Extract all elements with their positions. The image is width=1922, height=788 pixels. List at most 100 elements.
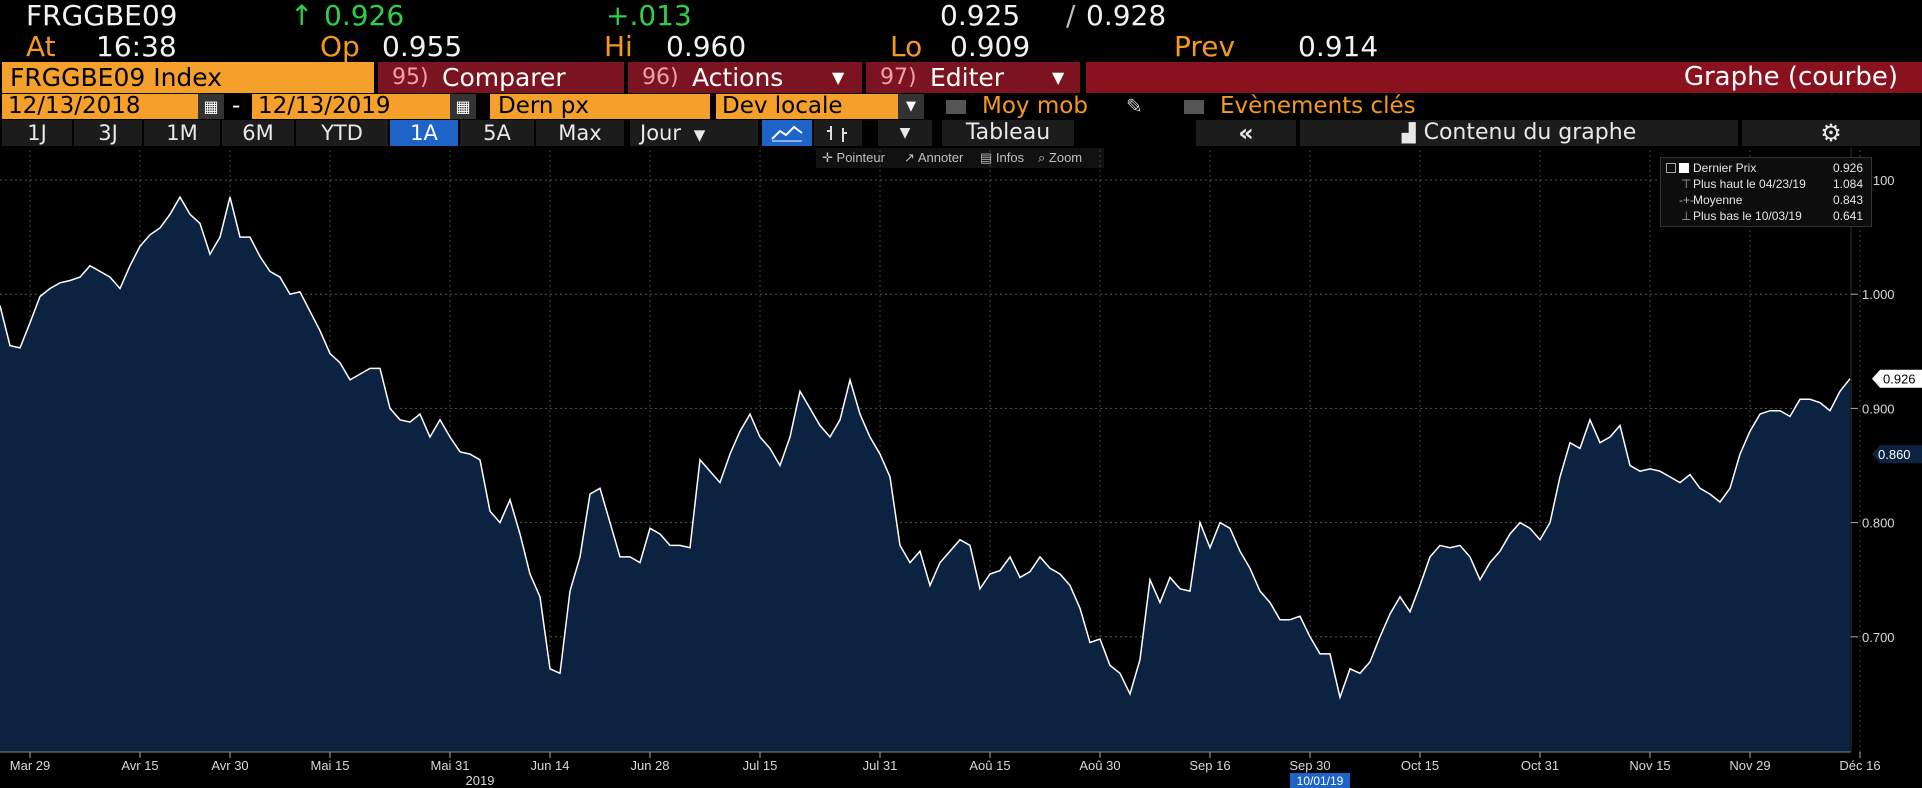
bid-price: 0.925 — [940, 0, 1021, 32]
net-change: +.013 — [606, 0, 692, 32]
zoom-tool[interactable]: ⌕ Zoom — [1032, 148, 1104, 168]
bar-chart-icon[interactable] — [814, 120, 862, 146]
average-marker-icon: -+- — [1679, 193, 1694, 207]
info-icon: ▤ — [980, 150, 993, 165]
x-tick-label: Avr 15 — [121, 758, 158, 773]
chart-content-label: Contenu du graphe — [1423, 120, 1637, 145]
range-3j[interactable]: 3J — [74, 120, 142, 146]
gear-icon[interactable]: ⚙ — [1742, 120, 1920, 146]
range-max[interactable]: Max — [536, 120, 624, 146]
price-area-fill — [0, 197, 1850, 753]
key-events-checkbox[interactable] — [1184, 100, 1204, 114]
last-price: 0.926 — [324, 0, 405, 32]
legend-swatch-icon — [1679, 163, 1689, 173]
zoom-icon: ⌕ — [1038, 150, 1046, 165]
low-value: 0.909 — [950, 30, 1031, 63]
high-value: 0.960 — [666, 30, 747, 63]
chevron-down-icon: ▼ — [832, 68, 845, 87]
range-1j[interactable]: 1J — [2, 120, 72, 146]
field-label: Dern px — [498, 93, 590, 119]
x-tick-label: Sep 16 — [1189, 758, 1230, 773]
line-chart-icon[interactable] — [762, 120, 812, 146]
chart-legend: Dernier Prix 0.926 ⊤ Plus haut le 04/23/… — [1660, 157, 1872, 227]
last-price-marker-label: 0.926 — [1883, 372, 1916, 387]
end-date-field[interactable]: 12/13/2019 — [252, 94, 450, 119]
ticker: FRGGBE09 — [26, 0, 178, 32]
moving-average-checkbox[interactable] — [946, 100, 966, 114]
pointer-label: Pointeur — [836, 150, 885, 165]
security-name: FRGGBE09 Index — [10, 63, 223, 92]
chart-type-selector[interactable]: Graphe (courbe) — [1086, 62, 1922, 93]
up-arrow-icon: ↑ — [290, 0, 314, 32]
high-label: Hi — [604, 30, 633, 63]
collapse-icon[interactable] — [1666, 163, 1676, 173]
last-price-marker — [1872, 369, 1922, 388]
annotate-tool[interactable]: ↗ Annoter — [898, 148, 982, 168]
x-tick-label: Aoû 30 — [1079, 758, 1120, 773]
info-tool[interactable]: ▤ Infos — [974, 148, 1040, 168]
edit-button[interactable]: 97) Editer ▼ — [866, 62, 1080, 93]
currency-selector[interactable]: Dev locale — [716, 94, 898, 119]
security-field[interactable]: FRGGBE09 Index — [2, 62, 374, 93]
x-tick-label: Nov 29 — [1729, 758, 1770, 773]
annotate-label: Annoter — [917, 150, 964, 165]
prev-value: 0.914 — [1298, 30, 1379, 63]
legend-value: 0.641 — [1832, 209, 1863, 223]
collapse-icon[interactable]: « — [1196, 120, 1296, 146]
x-tick-label: Oct 15 — [1401, 758, 1439, 773]
x-tick-label: Jun 28 — [630, 758, 669, 773]
y-tick-label: 0.700 — [1862, 630, 1895, 645]
open-value: 0.955 — [382, 30, 463, 63]
cursor-date-label: 10/01/19 — [1297, 774, 1344, 788]
calendar-icon[interactable]: ▦ — [450, 94, 476, 119]
pencil-icon[interactable]: ✎ — [1126, 94, 1143, 118]
x-tick-label: Aoû 15 — [969, 758, 1010, 773]
quote-header-row-1: FRGGBE09 ↑ 0.926 +.013 0.925 / 0.928 — [0, 0, 1922, 31]
chart-content-button[interactable]: ▟ Contenu du graphe — [1300, 120, 1738, 146]
compare-button[interactable]: 95) Comparer — [378, 62, 624, 93]
chevron-down-icon[interactable]: ▼ — [898, 94, 924, 119]
price-line — [0, 195, 1851, 700]
legend-name: Plus haut le 04/23/19 — [1693, 177, 1806, 191]
range-5a[interactable]: 5A — [460, 120, 534, 146]
actions-button[interactable]: 96) Actions ▼ — [628, 62, 862, 93]
actions-number: 96) — [642, 65, 679, 90]
low-marker-icon: ⊥ — [1681, 209, 1692, 223]
range-1m[interactable]: 1M — [144, 120, 220, 146]
range-row: 1J 3J 1M 6M YTD 1A 5A Max Jour ▼ ▼ Table… — [0, 120, 1922, 146]
compare-label: Comparer — [442, 63, 566, 92]
legend-name: Plus bas le 10/03/19 — [1693, 209, 1802, 223]
chart-gridlines — [0, 150, 1861, 752]
chevron-down-icon: ▼ — [1052, 68, 1065, 87]
range-1a[interactable]: 1A — [390, 120, 458, 146]
pointer-icon: ✛ — [822, 150, 833, 165]
cursor-date-box — [1290, 773, 1350, 788]
key-events-label: Evènements clés — [1220, 93, 1416, 119]
currency-label: Dev locale — [722, 93, 843, 119]
range-ytd[interactable]: YTD — [296, 120, 388, 146]
legend-value: 1.084 — [1832, 177, 1863, 191]
x-axis: Mar 29 Avr 15 Avr 30 Mai 15 Mai 31 Jun 14 Jun … — [10, 752, 1881, 788]
x-tick-label: Oct 31 — [1521, 758, 1559, 773]
y-tick-label: 1.000 — [1862, 287, 1895, 302]
x-tick-label: Mai 31 — [430, 758, 469, 773]
quote-header-row-2: At 16:38 Op 0.955 Hi 0.960 Lo 0.909 Prev… — [0, 31, 1922, 62]
calendar-icon[interactable]: ▦ — [198, 94, 224, 119]
open-label: Op — [320, 30, 360, 63]
chart-content-icon: ▟ — [1401, 123, 1416, 144]
range-6m[interactable]: 6M — [222, 120, 294, 146]
legend-row-last: Dernier Prix 0.926 — [1661, 160, 1871, 176]
moving-average-label: Moy mob — [982, 93, 1088, 119]
pointer-tool[interactable]: ✛ Pointeur — [816, 148, 906, 168]
x-tick-label: Mai 15 — [310, 758, 349, 773]
legend-name: Dernier Prix — [1693, 161, 1757, 175]
period-selector[interactable]: Jour ▼ — [630, 120, 758, 146]
actions-label: Actions — [692, 63, 784, 92]
chevron-down-icon[interactable]: ▼ — [878, 120, 932, 146]
field-selector[interactable]: Dern px — [490, 94, 710, 119]
start-date-field[interactable]: 12/13/2018 — [2, 94, 198, 119]
x-tick-label: Déc 16 — [1839, 758, 1880, 773]
table-button[interactable]: Tableau — [942, 120, 1074, 146]
date-dash: - — [232, 93, 241, 119]
compare-number: 95) — [392, 65, 429, 90]
